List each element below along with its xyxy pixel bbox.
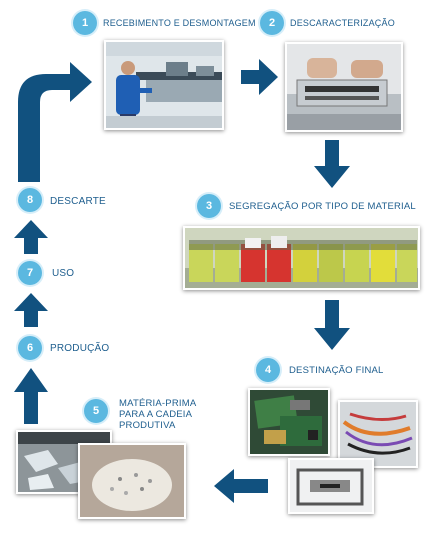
step-5-badge: 5 bbox=[84, 399, 108, 423]
step-1-badge: 1 bbox=[73, 11, 97, 35]
step-3-badge: 3 bbox=[197, 194, 221, 218]
step-1-photo bbox=[104, 40, 224, 130]
step-2-badge: 2 bbox=[260, 11, 284, 35]
step-5-photo-granules bbox=[78, 443, 186, 519]
arrow-down-3-to-4 bbox=[314, 300, 350, 350]
plastic-granules-image bbox=[80, 445, 184, 517]
step-3-label: SEGREGAÇÃO POR TIPO DE MATERIAL bbox=[229, 201, 416, 212]
step-8-label: DESCARTE bbox=[50, 196, 106, 207]
step-7-badge: 7 bbox=[18, 261, 42, 285]
step-7-label: USO bbox=[52, 268, 75, 279]
step-4-photo-circuit-boards bbox=[248, 388, 330, 456]
step-2-label: DESCARACTERIZAÇÃO bbox=[290, 18, 395, 28]
arrow-up-6-to-7 bbox=[14, 293, 48, 327]
arrow-right-1-to-2 bbox=[241, 59, 278, 95]
step-6-badge: 6 bbox=[18, 336, 42, 360]
step-5-label-line-2: PARA A CADEIA bbox=[119, 409, 193, 420]
step-4-photo-metal-frame bbox=[288, 458, 374, 514]
circuit-boards-image bbox=[250, 390, 328, 454]
disassembly-workers-image bbox=[106, 42, 222, 128]
step-3-photo bbox=[183, 226, 420, 290]
step-5-label-line-3: PRODUTIVA bbox=[119, 420, 176, 431]
step-6-label: PRODUÇÃO bbox=[50, 343, 110, 354]
decharacterization-image bbox=[287, 44, 401, 130]
arrow-up-7-to-8 bbox=[14, 220, 48, 254]
sorted-material-bins-image bbox=[185, 228, 418, 288]
arrow-up-5-to-6 bbox=[14, 368, 48, 424]
step-4-photo-cables bbox=[338, 400, 418, 468]
step-4-label: DESTINAÇÃO FINAL bbox=[289, 365, 384, 376]
step-5-label-line-1: MATÉRIA-PRIMA bbox=[119, 398, 197, 409]
metal-frame-image bbox=[290, 460, 372, 512]
step-8-badge: 8 bbox=[18, 188, 42, 212]
step-1-label: RECEBIMENTO E DESMONTAGEM bbox=[103, 18, 256, 28]
arrow-curve-8-to-1 bbox=[18, 62, 92, 182]
arrow-down-2-to-3 bbox=[314, 140, 350, 188]
step-5-label: MATÉRIA-PRIMA PARA A CADEIA PRODUTIVA bbox=[119, 398, 209, 431]
arrow-left-4-to-5 bbox=[214, 469, 268, 503]
step-4-badge: 4 bbox=[256, 358, 280, 382]
cables-image bbox=[340, 402, 416, 466]
step-2-photo bbox=[285, 42, 403, 132]
